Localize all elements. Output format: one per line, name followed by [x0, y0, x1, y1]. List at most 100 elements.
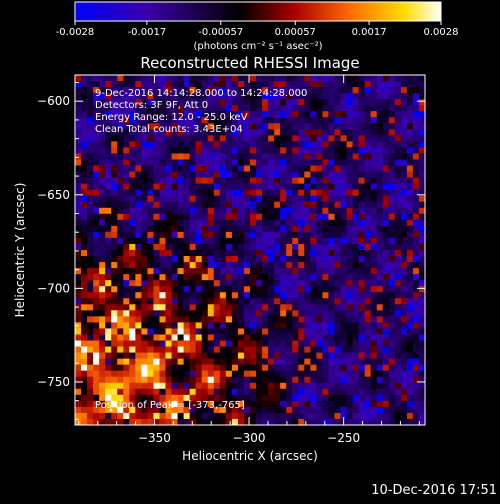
heatmap-cell: [195, 322, 203, 330]
heatmap-cell: [328, 412, 336, 420]
heatmap-cell: [105, 165, 112, 173]
heatmap-cell: [207, 328, 215, 336]
heatmap-cell: [274, 87, 281, 94]
heatmap-cell: [412, 213, 420, 221]
heatmap-cell: [153, 292, 161, 299]
heatmap-cell: [195, 171, 203, 179]
heatmap-cell: [93, 141, 100, 149]
heatmap-cell: [268, 201, 275, 209]
heatmap-cell: [316, 250, 324, 257]
heatmap-cell: [316, 177, 324, 185]
heatmap-cell: [87, 105, 94, 112]
heatmap-cell: [165, 75, 173, 82]
heatmap-cell: [418, 99, 425, 106]
heatmap-cell: [93, 237, 100, 245]
heatmap-cell: [147, 250, 155, 257]
heatmap-cell: [207, 135, 215, 142]
heatmap-cell: [382, 400, 390, 408]
heatmap-cell: [400, 159, 408, 167]
heatmap-cell: [165, 177, 173, 185]
heatmap-cell: [153, 262, 161, 269]
heatmap-cell: [165, 195, 173, 203]
heatmap-cell: [400, 135, 408, 142]
heatmap-cell: [153, 129, 161, 136]
heatmap-cell: [292, 159, 299, 167]
heatmap-cell: [394, 231, 402, 239]
heatmap-cell: [213, 189, 221, 197]
colorbar-units-label: (photons cm⁻² s⁻¹ asec⁻²): [193, 41, 322, 52]
heatmap-cell: [129, 135, 136, 142]
colorbar-tick-label: -0.0017: [128, 27, 167, 38]
heatmap-cell: [99, 418, 106, 425]
heatmap-cell: [394, 334, 402, 342]
heatmap-cell: [117, 394, 124, 402]
heatmap-cell: [165, 141, 173, 149]
heatmap-cell: [159, 358, 167, 366]
heatmap-cell: [286, 159, 293, 167]
heatmap-cell: [388, 256, 396, 263]
heatmap-cell: [280, 87, 287, 94]
heatmap-cell: [189, 322, 197, 330]
heatmap-cell: [418, 75, 425, 82]
heatmap-cell: [418, 292, 425, 299]
heatmap-cell: [406, 243, 414, 251]
heatmap-cell: [256, 256, 263, 263]
heatmap-cell: [237, 400, 245, 408]
heatmap-cell: [237, 268, 245, 275]
heatmap-cell: [177, 412, 185, 420]
heatmap-cell: [171, 243, 179, 251]
heatmap-cell: [418, 328, 425, 336]
heatmap-cell: [352, 346, 360, 354]
heatmap-cell: [195, 105, 203, 112]
heatmap-cell: [93, 382, 100, 390]
heatmap-cell: [376, 250, 384, 257]
heatmap-cell: [87, 256, 94, 263]
heatmap-cell: [171, 117, 179, 124]
heatmap-cell: [250, 117, 257, 124]
heatmap-cell: [129, 262, 136, 269]
heatmap-cell: [418, 382, 425, 390]
heatmap-cell: [316, 412, 324, 420]
heatmap-cell: [316, 75, 324, 82]
heatmap-cell: [388, 352, 396, 360]
heatmap-cell: [177, 165, 185, 173]
heatmap-cell: [105, 310, 112, 317]
heatmap-cell: [135, 352, 142, 360]
heatmap-cell: [81, 111, 88, 118]
heatmap-cell: [376, 165, 384, 173]
heatmap-cell: [418, 262, 425, 269]
heatmap-cell: [328, 153, 336, 161]
heatmap-cell: [195, 340, 203, 348]
heatmap-cell: [334, 328, 342, 336]
heatmap-cell: [394, 225, 402, 233]
heatmap-cell: [280, 352, 287, 360]
heatmap-cell: [418, 81, 425, 88]
heatmap-cell: [111, 189, 118, 197]
heatmap-cell: [412, 334, 420, 342]
heatmap-cell: [304, 304, 311, 311]
heatmap-cell: [141, 201, 149, 209]
heatmap-cell: [237, 298, 245, 305]
heatmap-cell: [322, 147, 330, 155]
heatmap-cell: [334, 87, 342, 94]
heatmap-cell: [171, 141, 179, 149]
heatmap-cell: [310, 201, 317, 209]
heatmap-cell: [219, 183, 227, 191]
heatmap-cell: [117, 207, 124, 215]
heatmap-cell: [394, 346, 402, 354]
heatmap-cell: [177, 376, 185, 384]
heatmap-cell: [75, 231, 82, 239]
heatmap-cell: [286, 346, 293, 354]
heatmap-cell: [135, 213, 142, 221]
heatmap-cell: [195, 304, 203, 311]
heatmap-cell: [364, 219, 372, 227]
heatmap-cell: [141, 123, 149, 130]
heatmap-cell: [322, 177, 330, 185]
heatmap-cell: [147, 237, 155, 245]
heatmap-cell: [364, 93, 372, 100]
heatmap-cell: [153, 177, 161, 185]
heatmap-cell: [322, 394, 330, 402]
heatmap-cell: [165, 358, 173, 366]
heatmap-cell: [304, 111, 311, 118]
heatmap-cell: [322, 400, 330, 408]
